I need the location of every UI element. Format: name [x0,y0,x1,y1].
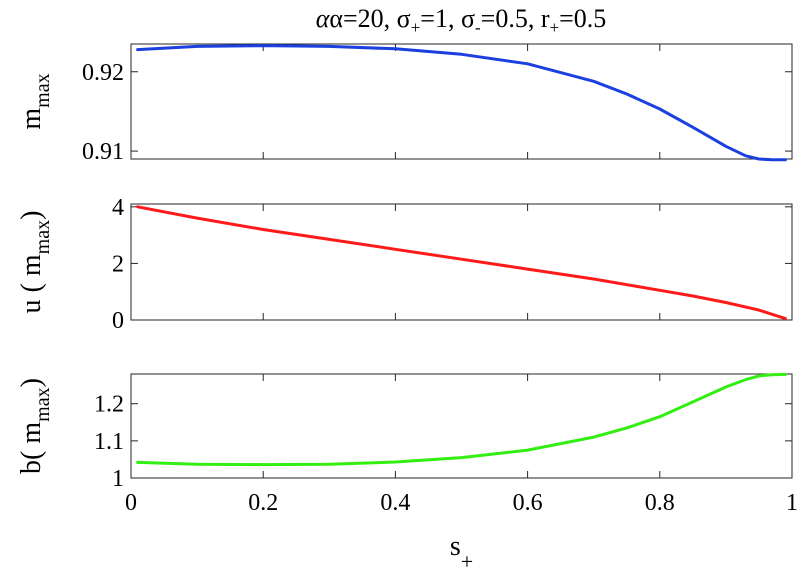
x-tick-label: 0.8 [645,490,675,516]
axes-box-1 [130,43,793,160]
series-line-1 [136,44,787,162]
chart-title: αα=20, σ+=1, σ-=0.5, r+=0.5 [315,4,607,38]
x-tick-label: 0.4 [380,490,410,516]
y-tick-label: 1 [112,466,124,492]
y-tick-label: 1.1 [94,429,124,455]
x-tick-label: 0 [125,490,137,516]
y-tick-label: 2 [112,251,124,277]
x-tick-label: 0.2 [248,490,278,516]
axes-box-2 [130,203,793,321]
y-axis-label-2: u ( mmax) [16,211,54,314]
x-axis-label: s+ [450,531,473,574]
y-axis-label-1: mmax [16,73,54,129]
y-tick-label: 0 [112,308,124,334]
y-axis-label-3: b( mmax) [16,378,54,474]
y-tick-label: 1.2 [94,392,124,418]
y-tick-label: 0.92 [82,60,124,86]
y-tick-label: 0.91 [82,139,124,165]
x-tick-label: 1 [786,490,798,516]
title-text: α=20, σ [329,4,411,33]
x-tick-label: 0.6 [513,490,543,516]
series-line-2 [136,205,787,321]
axes-box-3 [130,373,793,479]
y-tick-label: 4 [112,195,124,221]
series-line-3 [136,372,787,467]
